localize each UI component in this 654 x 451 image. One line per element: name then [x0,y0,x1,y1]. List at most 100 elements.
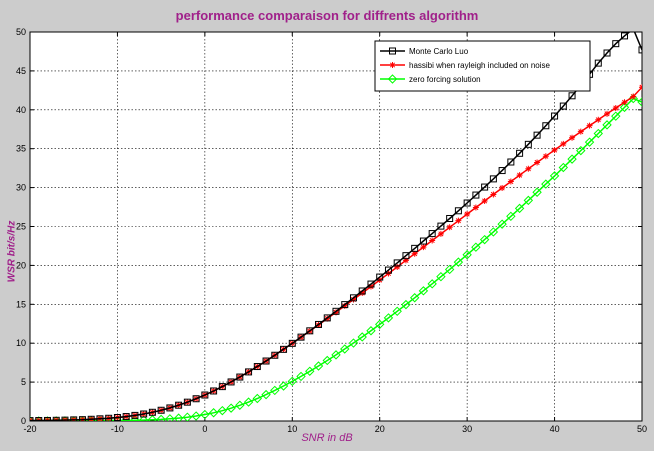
data-point [542,122,550,130]
data-point [140,410,148,418]
data-point [191,411,201,421]
data-point [507,158,515,166]
data-point [577,128,584,135]
data-point [568,92,576,100]
data-point [481,197,488,204]
data-point [358,287,366,295]
data-point [595,116,602,123]
data-point [454,207,462,215]
data-point [349,294,357,302]
data-point [533,131,541,139]
data-point [401,299,411,310]
data-point [201,391,209,399]
data-point [567,154,577,164]
y-tick-label: 25 [16,222,26,232]
data-point [182,412,193,421]
data-point [43,416,51,421]
chart-title: performance comparaison for diffrents al… [175,8,479,23]
data-point [549,171,560,181]
data-point [639,84,642,91]
data-point [138,415,149,421]
data-point [323,314,331,322]
data-point [455,217,462,224]
data-point [30,417,34,421]
data-point [52,416,60,421]
data-point [131,411,139,419]
data-point [411,244,419,252]
y-tick-label: 35 [16,144,26,154]
data-point [280,345,288,353]
data-point [341,302,348,309]
data-point [130,415,140,421]
data-point [497,219,507,229]
data-point [389,62,396,68]
data-point [604,110,611,117]
data-point [419,237,427,245]
data-point [638,46,642,54]
data-point [227,378,235,386]
data-point [357,332,367,342]
data-point [350,296,357,303]
data-point [394,263,401,270]
data-point [479,234,490,245]
data-point [411,250,418,257]
data-point [166,404,174,412]
data-point [157,406,165,414]
data-point [444,264,455,275]
y-tick-label: 30 [16,183,26,193]
x-tick-label: 10 [287,424,297,434]
y-tick-label: 20 [16,260,26,270]
data-point [586,122,593,129]
y-tick-label: 15 [16,299,26,309]
data-point [122,413,130,421]
data-point [516,172,523,179]
y-tick-label: 40 [16,105,26,115]
legend-label: hassibi when rayleigh included on noise [409,61,551,70]
data-point [340,344,350,354]
data-point [113,413,121,421]
y-tick-label: 5 [21,377,26,387]
data-point [278,381,289,391]
data-point [611,111,621,121]
data-point [594,59,602,67]
data-point [534,159,541,166]
data-point [507,178,514,185]
data-point [427,279,437,289]
data-point [322,355,332,366]
data-point [376,273,384,281]
legend-box [374,40,591,92]
data-point [243,397,254,407]
data-point [366,326,376,336]
data-point [629,32,637,33]
data-point [402,257,409,264]
x-tick-label: 20 [375,424,385,434]
data-point [253,363,261,371]
data-point [532,187,542,197]
data-point [409,293,420,303]
data-point [331,350,341,360]
data-point [226,403,236,413]
x-tick-label: -20 [23,424,36,434]
x-tick-label: -10 [111,424,124,434]
data-point [569,134,576,141]
data-point [619,102,630,113]
data-point [218,383,226,391]
y-tick-label: 0 [21,416,26,426]
data-point [523,195,534,206]
data-point [165,414,175,421]
data-point [559,102,567,110]
data-point [514,203,525,214]
data-point [541,179,551,189]
data-point [471,242,481,252]
data-point [576,145,586,156]
data-point [472,204,479,211]
series-line [30,97,642,421]
data-point [306,327,314,335]
data-point [252,393,263,404]
data-point [261,389,271,400]
data-point [463,199,471,207]
data-point [446,224,453,231]
data-point [464,211,471,218]
